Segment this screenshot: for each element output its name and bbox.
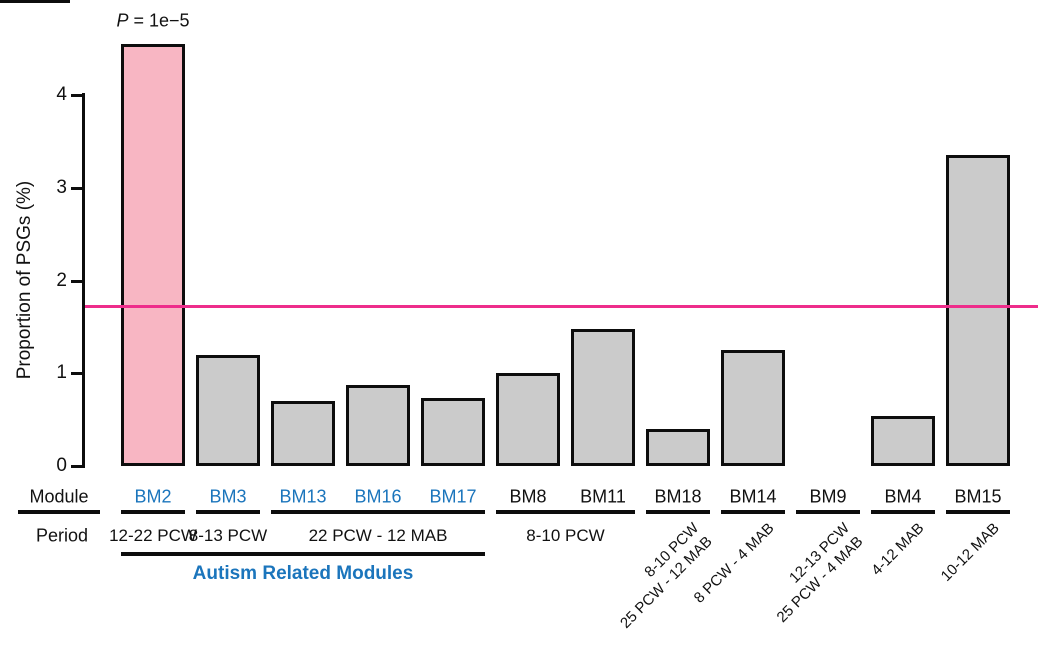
- bar-BM3: [196, 355, 260, 466]
- y-tick-label-0: 0: [56, 455, 67, 476]
- period-line: 10-12 MAB: [937, 519, 1003, 585]
- bar-BM9-zero-line: [0, 0, 70, 3]
- bar-BM14: [721, 350, 785, 466]
- module-underline-BM8: [496, 510, 635, 514]
- bar-BM18: [646, 429, 710, 466]
- y-tick-label-3: 3: [56, 176, 67, 198]
- bar-BM2: [121, 44, 185, 466]
- autism-group-label: Autism Related Modules: [192, 563, 414, 584]
- p-value-symbol: P: [116, 10, 129, 31]
- bar-BM17: [421, 398, 485, 466]
- bar-BM13: [271, 401, 335, 466]
- module-row-header: Module: [29, 486, 89, 507]
- bar-BM8: [496, 373, 560, 466]
- period-label-BM15: 10-12 MAB: [937, 519, 1004, 586]
- period-label-BM3: 8-13 PCW: [188, 526, 268, 545]
- y-tick-label-2: 2: [56, 269, 67, 291]
- bar-BM11: [571, 329, 635, 466]
- y-tick-1: [71, 372, 83, 376]
- threshold-line: [85, 305, 1038, 308]
- module-underline-BM13: [271, 510, 485, 514]
- module-label-BM15: BM15: [954, 486, 1002, 507]
- module-underline-BM4: [871, 510, 935, 514]
- module-label-BM13: BM13: [279, 486, 327, 507]
- y-tick-label-1: 1: [56, 362, 67, 384]
- module-label-BM17: BM17: [429, 486, 477, 507]
- y-axis-line: [82, 93, 85, 468]
- module-label-BM3: BM3: [209, 486, 247, 507]
- module-underline-BM2: [121, 510, 185, 514]
- y-tick-4: [71, 94, 83, 97]
- module-underline-BM14: [721, 510, 785, 514]
- module-underline-BM9: [796, 510, 860, 514]
- p-value-text: = 1e−5: [128, 10, 190, 31]
- bar-BM16: [346, 385, 410, 466]
- module-underline-BM3: [196, 510, 260, 514]
- period-label-BM8: 8-10 PCW: [526, 526, 605, 545]
- module-underline-BM18: [646, 510, 710, 514]
- y-tick-2: [71, 279, 83, 283]
- y-tick-label-4: 4: [56, 84, 67, 105]
- module-label-BM18: BM18: [654, 486, 702, 507]
- bar-BM4: [871, 416, 935, 466]
- y-tick-3: [71, 186, 83, 190]
- module-header-underline: [18, 510, 100, 514]
- period-label-BM4: 4-12 MAB: [868, 519, 929, 580]
- module-label-BM9: BM9: [809, 486, 847, 507]
- period-label-BM13: 22 PCW - 12 MAB: [308, 526, 448, 545]
- period-label-BM2: 12-22 PCW: [109, 526, 197, 545]
- period-row-header: Period: [35, 525, 89, 546]
- p-value-annotation: P = 1e−5: [116, 11, 189, 32]
- period-line: 4-12 MAB: [868, 519, 928, 579]
- module-label-BM16: BM16: [354, 486, 402, 507]
- module-underline-BM15: [946, 510, 1010, 514]
- module-label-BM2: BM2: [134, 486, 172, 507]
- bar-BM15: [946, 155, 1010, 466]
- module-label-BM14: BM14: [729, 486, 777, 507]
- module-label-BM11: BM11: [580, 486, 626, 507]
- y-tick-0: [71, 465, 83, 468]
- module-label-BM4: BM4: [884, 486, 922, 507]
- autism-group-underline: [121, 552, 485, 556]
- module-label-BM8: BM8: [509, 486, 547, 507]
- period-label-BM18: 8-10 PCW 25 PCW - 12 MAB: [603, 519, 717, 633]
